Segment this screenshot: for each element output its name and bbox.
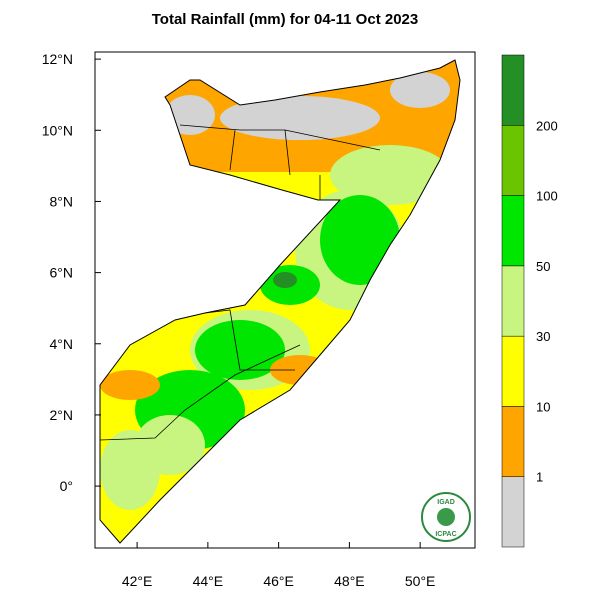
colorbar-box xyxy=(501,265,525,337)
colorbar-label: 10 xyxy=(536,399,550,414)
y-tick-label: 12°N xyxy=(42,51,73,67)
colorbar-label: 30 xyxy=(536,329,550,344)
x-tick-label: 44°E xyxy=(193,573,224,589)
admin-boundaries xyxy=(99,124,381,441)
colorbar-label: 100 xyxy=(536,189,558,204)
x-tick-label: 42°E xyxy=(122,573,153,589)
y-tick-label: 2°N xyxy=(50,407,74,423)
title: Total Rainfall (mm) for 04-11 Oct 2023 xyxy=(152,11,418,28)
y-tick-label: 10°N xyxy=(42,122,73,138)
colorbar-box xyxy=(501,476,525,548)
colorbar-box xyxy=(501,406,525,477)
coastline xyxy=(99,59,461,544)
colorbar-box xyxy=(501,125,525,196)
y-tick-label: 4°N xyxy=(50,336,74,352)
x-tick-label: 50°E xyxy=(405,573,436,589)
y-tick-label: 6°N xyxy=(50,265,74,281)
colorbar-box xyxy=(501,54,525,126)
colorbar-label: 50 xyxy=(536,259,550,274)
colorbar-box xyxy=(501,335,525,407)
logo-top: IGAD xyxy=(437,499,455,506)
colorbar-label: 200 xyxy=(536,118,558,133)
logo-bottom: ICPAC xyxy=(435,531,456,538)
y-tick-label: 8°N xyxy=(50,193,74,209)
x-tick-label: 46°E xyxy=(263,573,294,589)
y-tick-label: 0° xyxy=(60,478,73,494)
colorbar-label: 1 xyxy=(536,470,543,485)
colorbar-box xyxy=(501,195,525,267)
logo: IGAD ICPAC xyxy=(421,492,471,542)
x-tick-label: 48°E xyxy=(334,573,365,589)
